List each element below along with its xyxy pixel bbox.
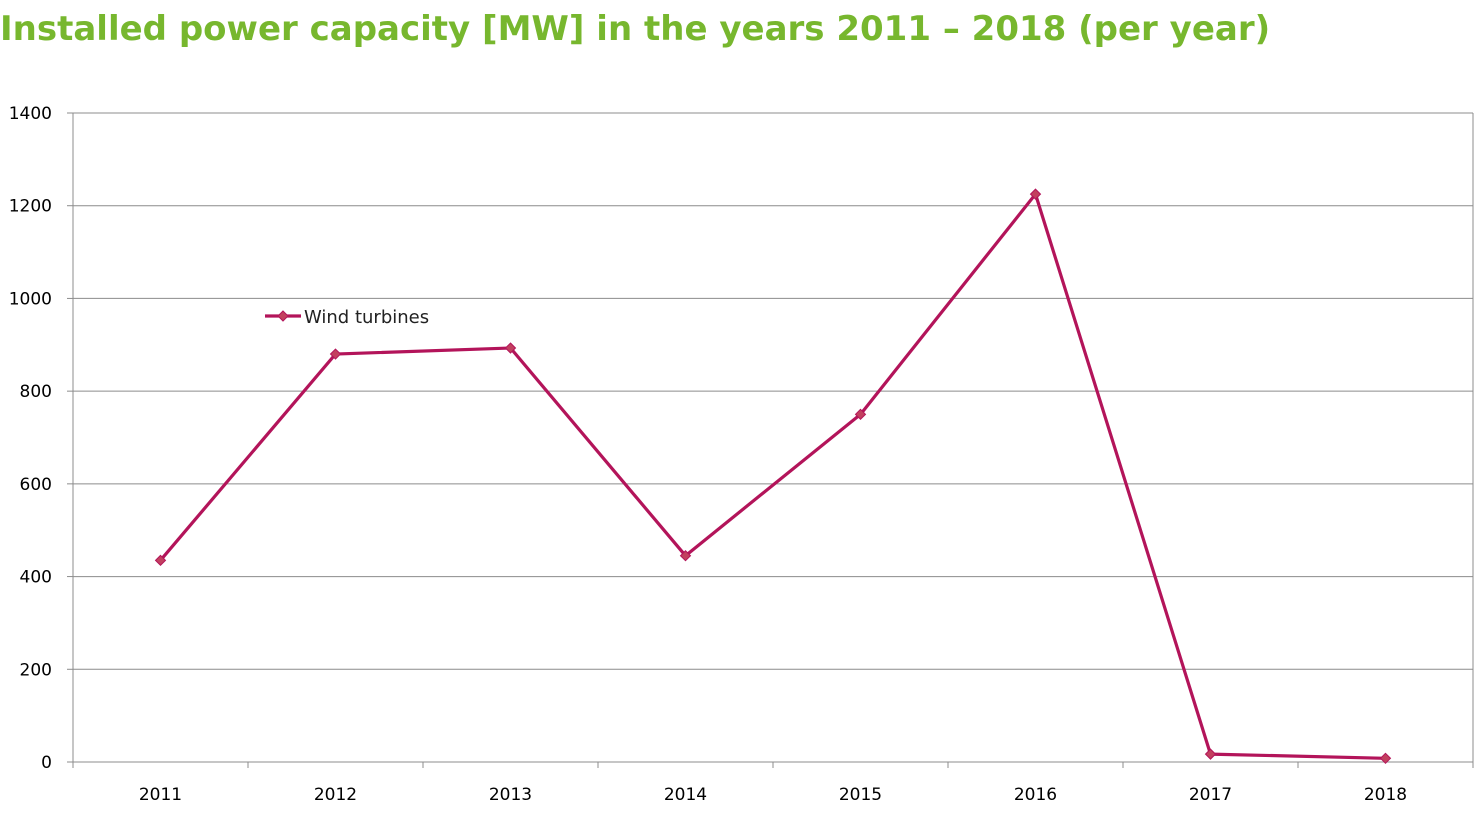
data-point-marker <box>1204 748 1217 760</box>
gridlines <box>73 112 1473 670</box>
y-tick-label: 1400 <box>9 104 52 124</box>
data-point-marker <box>1029 188 1042 200</box>
y-tick-label: 1200 <box>9 197 52 217</box>
legend-label: Wind turbines <box>304 307 429 328</box>
data-point-marker <box>504 342 517 354</box>
y-tick-label: 1000 <box>9 289 52 309</box>
x-tick-label: 2013 <box>489 785 532 805</box>
data-point-marker <box>854 408 867 421</box>
data-point-marker <box>154 554 167 567</box>
legend: Wind turbines <box>265 307 429 328</box>
y-tick-label: 0 <box>41 753 52 773</box>
diamond-icon <box>277 310 289 322</box>
chart-title: Installed power capacity [MW] in the yea… <box>0 9 1271 49</box>
x-tick-label: 2016 <box>1014 785 1057 805</box>
x-tick-label: 2015 <box>839 785 882 805</box>
y-tick-label: 600 <box>20 475 52 495</box>
data-point-marker <box>679 550 692 562</box>
x-tick-labels: 2011 2012 2013 2014 2015 2016 2017 2018 <box>139 785 1407 805</box>
x-tick-label: 2014 <box>664 785 707 805</box>
data-point-marker <box>329 348 342 360</box>
x-tick-label: 2011 <box>139 785 182 805</box>
series-line <box>159 190 1386 760</box>
x-tick-label: 2017 <box>1189 785 1232 805</box>
axes <box>67 112 1474 768</box>
y-tick-label: 400 <box>20 568 52 588</box>
data-point-marker <box>1379 752 1392 764</box>
x-tick-label: 2018 <box>1364 785 1407 805</box>
x-tick-label: 2012 <box>314 785 357 805</box>
series-wind-turbines <box>154 188 1392 764</box>
y-tick-label: 800 <box>20 382 52 402</box>
y-tick-label: 200 <box>20 660 52 680</box>
y-tick-labels: 0 200 400 600 800 1000 1200 1400 <box>9 104 52 773</box>
